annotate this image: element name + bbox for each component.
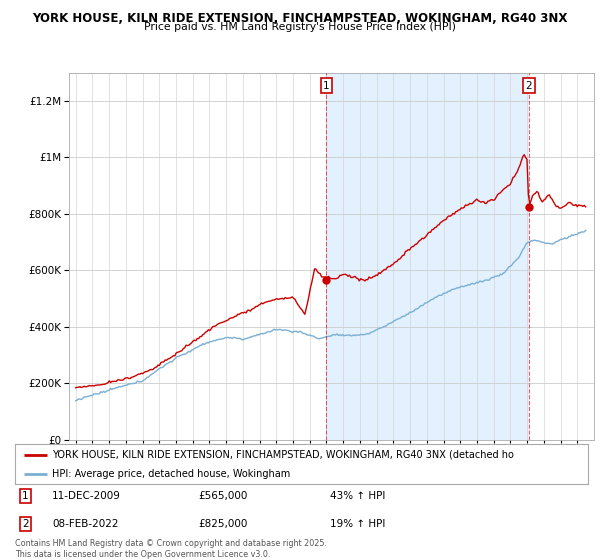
Text: 2: 2 [526, 81, 532, 91]
Text: 43% ↑ HPI: 43% ↑ HPI [330, 491, 386, 501]
Text: 08-FEB-2022: 08-FEB-2022 [52, 519, 119, 529]
Text: £825,000: £825,000 [199, 519, 248, 529]
Text: 1: 1 [22, 491, 29, 501]
Text: YORK HOUSE, KILN RIDE EXTENSION, FINCHAMPSTEAD, WOKINGHAM, RG40 3NX: YORK HOUSE, KILN RIDE EXTENSION, FINCHAM… [32, 12, 568, 25]
Text: 1: 1 [323, 81, 330, 91]
Bar [326, 73, 529, 440]
Text: 11-DEC-2009: 11-DEC-2009 [52, 491, 121, 501]
Text: 2: 2 [22, 519, 29, 529]
Text: Contains HM Land Registry data © Crown copyright and database right 2025.
This d: Contains HM Land Registry data © Crown c… [15, 539, 327, 559]
Text: HPI: Average price, detached house, Wokingham: HPI: Average price, detached house, Woki… [52, 469, 290, 478]
Text: £565,000: £565,000 [199, 491, 248, 501]
Text: Price paid vs. HM Land Registry's House Price Index (HPI): Price paid vs. HM Land Registry's House … [144, 22, 456, 32]
Text: 19% ↑ HPI: 19% ↑ HPI [330, 519, 386, 529]
Text: YORK HOUSE, KILN RIDE EXTENSION, FINCHAMPSTEAD, WOKINGHAM, RG40 3NX (detached ho: YORK HOUSE, KILN RIDE EXTENSION, FINCHAM… [52, 450, 514, 460]
